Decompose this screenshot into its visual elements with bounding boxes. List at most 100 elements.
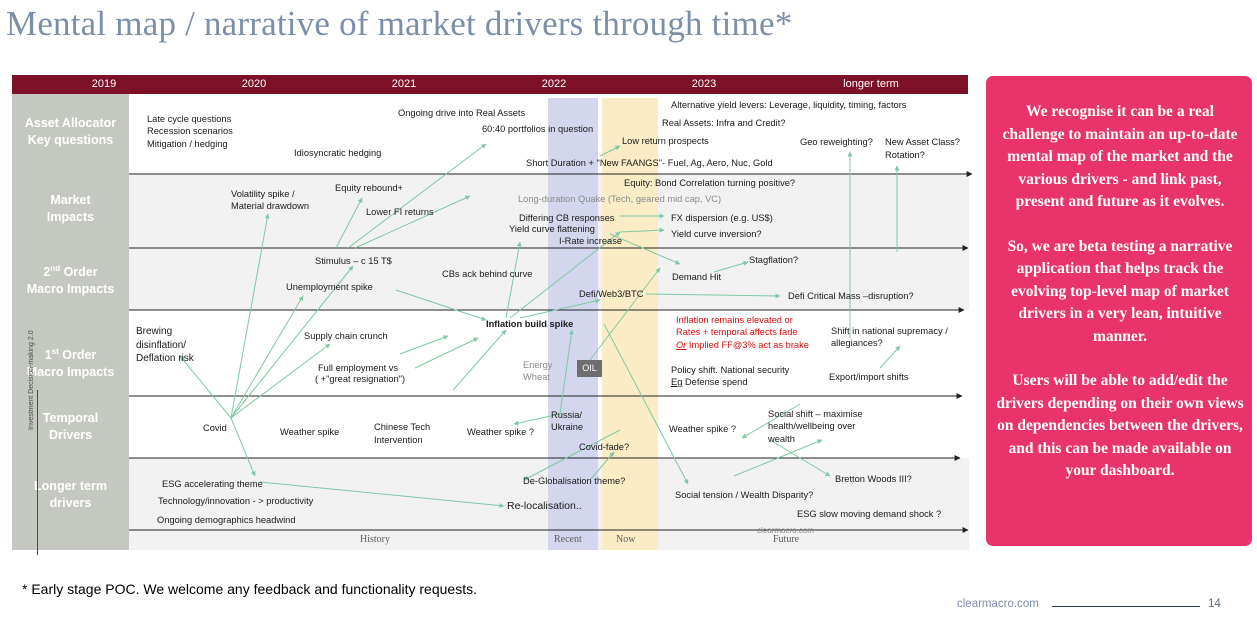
phase-label-recent: Recent <box>554 534 582 545</box>
node-full-employment: Full employment vs <box>318 363 399 373</box>
brand-footer: clearmacro.com <box>957 598 1039 610</box>
left-vertical-line <box>37 390 38 555</box>
row-label-line: 2nd Order <box>43 264 98 280</box>
node-esg-demand-shock: ESG slow moving demand shock ? <box>797 509 942 519</box>
dependency-arrow <box>505 241 522 319</box>
row-label-line: Drivers <box>48 428 93 442</box>
node-policy-shift: Policy shift. National security <box>671 365 790 375</box>
node-weather-spike-1: Weather spike <box>280 427 340 437</box>
node-ukraine: Ukraine <box>551 422 584 432</box>
node-brewing: Brewing <box>136 326 173 337</box>
node-lower-fi-returns: Lower FI returns <box>366 207 434 217</box>
dependency-arrows <box>179 143 901 509</box>
node-equity-rebound: Equity rebound+ <box>335 183 403 193</box>
node-unemployment-spike: Unemployment spike <box>286 282 373 292</box>
node-real-assets-drive: Ongoing drive into Real Assets <box>398 108 526 118</box>
node-eg: Eg <box>671 377 683 387</box>
node-energy: Energy <box>523 360 553 370</box>
dependency-arrow <box>713 260 749 273</box>
node-covid-fade: Covid-fade? <box>579 442 630 452</box>
node-yield-flattening: Yield curve flattening <box>509 224 595 234</box>
node-defense-spend: Eg Defense spend <box>671 376 748 388</box>
dependency-arrow <box>741 403 801 439</box>
node-stagflation: Stagflation? <box>749 255 799 265</box>
row-label-line: Macro Impacts <box>26 365 115 380</box>
dependency-arrow <box>645 293 781 299</box>
dependency-arrow <box>335 197 363 249</box>
node-defense-spend-text: Defense spend <box>682 377 748 387</box>
dependency-arrow <box>589 451 615 481</box>
node-weather-spike-3: Weather spike ? <box>669 424 737 434</box>
node-irate-increase: I-Rate increase <box>559 236 623 246</box>
node-rotation: Rotation? <box>885 150 925 160</box>
now-column <box>602 98 658 550</box>
node-alt-yield-levers: Alternative yield levers: Leverage, liqu… <box>671 100 907 110</box>
node-idiosyncratic-hedging: Idiosyncratic hedging <box>294 148 382 158</box>
dependency-arrow <box>399 335 449 355</box>
row-label-column <box>12 94 129 550</box>
node-differing-cb: Differing CB responses <box>519 213 615 223</box>
node-long-duration-quake: Long-duration Quake (Tech, geared mid ca… <box>518 194 722 204</box>
row-label-longer-term: Longer term drivers <box>12 478 129 512</box>
dependency-arrow <box>395 289 487 321</box>
node-wheat: Wheat <box>523 372 550 382</box>
node-intervention: Intervention <box>374 435 423 445</box>
dependency-arrow <box>609 233 681 265</box>
node-real-assets-infra: Real Assets: Infra and Credit? <box>662 118 786 128</box>
dependency-arrow <box>769 439 831 477</box>
row-label-asset-allocator: Asset Allocator Key questions <box>12 115 129 149</box>
node-deflation-risk: Deflation risk <box>136 353 194 364</box>
node-weather-spike-2: Weather spike ? <box>467 427 535 437</box>
dependency-arrow <box>179 355 232 419</box>
node-geo-reweighting: Geo reweighting? <box>800 137 873 147</box>
year-label-longer-term: longer term <box>843 78 899 90</box>
year-label-2022: 2022 <box>541 78 567 90</box>
node-russia: Russia/ <box>551 410 583 420</box>
row-label-line: Key questions <box>27 133 114 147</box>
dependency-arrow <box>414 337 479 369</box>
node-technology-innovation: Technology/innovation - > productivity <box>158 496 314 506</box>
node-late-cycle: Late cycle questions <box>147 114 232 124</box>
row-label-line: Macro Impacts <box>26 282 115 297</box>
node-esg-accelerating: ESG accelerating theme <box>162 479 263 489</box>
dependency-arrow <box>599 145 621 157</box>
info-callout-text: We recognise it can be a real challenge … <box>994 101 1246 505</box>
row-label-market-impacts: Market Impacts <box>12 192 129 226</box>
node-yield-inversion: Yield curve inversion? <box>671 229 762 239</box>
node-allegiances: allegiances? <box>831 338 883 348</box>
footnote: * Early stage POC. We welcome any feedba… <box>22 581 477 597</box>
year-label-2020: 2020 <box>241 78 267 90</box>
year-label-2023: 2023 <box>691 78 717 90</box>
node-fx-dispersion: FX dispersion (e.g. US$) <box>671 213 773 223</box>
dependency-arrow <box>879 345 901 369</box>
node-demand-hit: Demand Hit <box>672 272 722 282</box>
callout-paragraph-3: Users will be able to add/edit the drive… <box>996 372 1244 479</box>
dependency-arrow <box>603 323 689 485</box>
node-material-drawdown: Material drawdown <box>231 201 310 211</box>
dependency-arrow <box>230 417 256 477</box>
row-label-second-order: 2nd Order Macro Impacts <box>12 260 129 298</box>
node-relocalisation: Re-localisation.. <box>507 500 582 512</box>
dependency-arrow <box>509 231 621 319</box>
dependency-arrow <box>519 298 601 319</box>
node-or: Or <box>676 340 687 350</box>
node-rates-temporal: Rates + temporal affects fade <box>676 327 798 337</box>
node-stimulus: Stimulus – c 15 T$ <box>315 256 392 266</box>
node-deglobalisation: De-Globalisation theme? <box>523 476 626 486</box>
row-label-line: Longer term <box>34 479 107 493</box>
phase-label-history: History <box>360 534 390 545</box>
dependency-arrow <box>733 439 823 477</box>
row-label-line: Temporal <box>42 411 99 425</box>
row-label-line: Market <box>50 193 91 207</box>
year-bar <box>12 75 968 94</box>
row-divider-arrows <box>129 171 973 533</box>
node-social-shift-wealth: wealth <box>768 434 795 444</box>
dependency-arrow <box>230 265 354 419</box>
year-label-2021: 2021 <box>391 78 417 90</box>
dependency-arrow <box>354 195 471 249</box>
footer-rule <box>1052 606 1200 607</box>
callout-paragraph-1: We recognise it can be a real challenge … <box>1002 103 1238 210</box>
node-equity-bond-correlation: Equity: Bond Correlation turning positiv… <box>624 178 796 188</box>
